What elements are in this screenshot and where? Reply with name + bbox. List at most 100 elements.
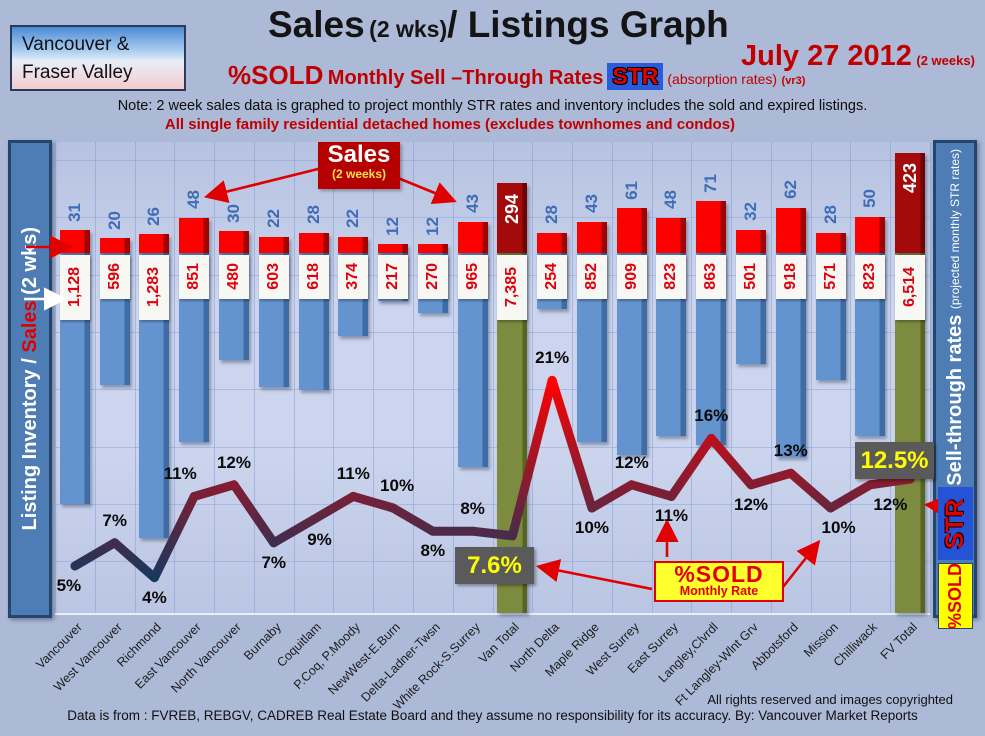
- str-badge-vertical: STR: [938, 487, 973, 560]
- vertical-gridline: [412, 142, 414, 613]
- sales-bar-fv-total: [895, 152, 926, 253]
- vertical-gridline: [55, 142, 56, 613]
- inventory-value-label-maple-ridge: 852: [576, 255, 607, 299]
- sales-bar-north-vancouver: [218, 231, 249, 253]
- pct-label-delta-ladner-twsn: 8%: [420, 541, 446, 561]
- left-axis-label: Listing Inventory / Sales (2 wks): [8, 140, 52, 618]
- sales-value-label-chilliwack: 50: [860, 189, 880, 208]
- sales-bar-white-rock-s-surrey: [457, 221, 488, 253]
- sales-value-label-richmond: 26: [144, 206, 164, 226]
- sales-bar-north-delta: [537, 232, 568, 253]
- inventory-value-label-north-delta: 254: [537, 255, 568, 299]
- sales-bar-ft-langley-wlnt-grv: [736, 229, 767, 253]
- inventory-value-label-west-surrey: 909: [616, 255, 647, 299]
- inventory-value-label-north-vancouver: 480: [218, 255, 249, 299]
- sales-value-label-delta-ladner-twsn: 12: [422, 216, 442, 236]
- subtitle-version: (vr3): [781, 75, 806, 87]
- vertical-gridline: [174, 142, 176, 613]
- inventory-value-label-abbotsford: 918: [775, 255, 806, 299]
- sales-bar-p-coq-p-moody: [338, 236, 369, 253]
- chart-plot-area: 31 1,128 5% 20 596 7% 26 1,283 4% 48 851 11% 30 480 12…: [55, 142, 931, 615]
- vertical-gridline: [94, 142, 96, 613]
- sales-value-label-maple-ridge: 43: [581, 194, 601, 214]
- vertical-gridline: [770, 142, 772, 613]
- vertical-gridline: [890, 142, 892, 613]
- vertical-gridline: [333, 142, 335, 613]
- vertical-gridline: [691, 142, 693, 613]
- vertical-gridline: [572, 142, 574, 613]
- pct-label-west-vancouver: 7%: [102, 510, 127, 530]
- inventory-value-label-ft-langley-wlnt-grv: 501: [736, 255, 767, 299]
- vertical-gridline: [134, 142, 136, 613]
- sales-bar-richmond: [139, 234, 170, 253]
- inventory-value-label-east-surrey: 823: [656, 255, 687, 299]
- title-wks: (2 wks): [369, 16, 448, 42]
- vertical-gridline: [452, 142, 454, 613]
- pct-label-mission: 10%: [821, 518, 856, 537]
- left-axis-part3: (2 wks): [18, 227, 41, 296]
- sales-bar-maple-ridge: [576, 221, 607, 253]
- inventory-value-label-richmond: 1,283: [139, 255, 170, 320]
- date-sub: (2 weeks): [916, 53, 975, 68]
- sales-value-label-east-surrey: 48: [661, 190, 681, 210]
- right-axis-part2: (projected monthly STR rates): [947, 148, 962, 309]
- sales-bar-mission: [815, 232, 846, 253]
- sold-badge-vertical-text: %SOLD: [945, 563, 965, 630]
- pct-label-newwest-e-burn: 10%: [380, 476, 415, 495]
- footer-rights: All rights reserved and images copyright…: [707, 692, 953, 707]
- page-title: Sales (2 wks)/ Listings Graph: [268, 4, 729, 46]
- right-axis-part1: Sell-through rates: [943, 314, 966, 486]
- report-date: July 27 2012 (2 weeks): [741, 40, 975, 73]
- sales-value-label-white-rock-s-surrey: 43: [462, 194, 482, 214]
- pct-sold-callout-sub: Monthly Rate: [679, 584, 759, 598]
- sales-callout: Sales (2 weeks): [318, 142, 400, 189]
- pct-label-abbotsford: 13%: [773, 441, 808, 461]
- sales-bar-west-vancouver: [99, 238, 130, 253]
- date-main: July 27 2012: [741, 40, 912, 72]
- sales-value-label-ft-langley-wlnt-grv: 32: [741, 202, 761, 222]
- horizontal-gridline: [55, 160, 930, 161]
- sales-value-label-west-vancouver: 20: [104, 210, 124, 230]
- inventory-value-label-van-total: 7,385: [497, 255, 528, 320]
- inventory-value-label-fv-total: 6,514: [895, 255, 926, 320]
- left-axis-part1: Listing Inventory /: [18, 358, 41, 531]
- sales-bar-burnaby: [258, 236, 289, 253]
- sales-value-label-van-total: 294: [501, 193, 522, 224]
- vertical-gridline: [930, 142, 931, 613]
- inventory-value-label-newwest-e-burn: 217: [378, 255, 409, 299]
- sales-bar-east-vancouver: [179, 217, 210, 253]
- sales-bar-newwest-e-burn: [378, 244, 409, 253]
- region-line1: Vancouver &: [22, 34, 130, 55]
- subtitle-absorption: (absorption rates): [667, 71, 778, 87]
- sales-bar-delta-ladner-twsn: [417, 244, 448, 253]
- footer-source: Data is from : FVREB, REBGV, CADREB Real…: [67, 708, 918, 723]
- chart-scope: All single family residential detached h…: [164, 116, 736, 133]
- horizontal-gridline: [55, 217, 930, 219]
- pct-label-ft-langley-wlnt-grv: 12%: [734, 494, 769, 514]
- subtitle-sold: %SOLD: [228, 60, 324, 90]
- pct-label-langley-clvrdl: 16%: [694, 406, 729, 426]
- pct-label-chilliwack: 12%: [873, 494, 908, 514]
- vertical-gridline: [532, 142, 534, 613]
- pct-label-burnaby: 7%: [261, 552, 287, 572]
- pct-label-north-vancouver: 12%: [216, 452, 251, 472]
- region-line2: Fraser Valley: [22, 61, 133, 83]
- sales-value-label-east-vancouver: 48: [184, 190, 204, 210]
- vertical-gridline: [253, 142, 255, 613]
- pct-label-richmond: 4%: [142, 587, 167, 607]
- inventory-value-label-white-rock-s-surrey: 965: [457, 255, 488, 299]
- pct-label-coquitlam: 9%: [307, 529, 332, 549]
- horizontal-gridline: [55, 274, 930, 276]
- sales-bar-coquitlam: [298, 232, 329, 253]
- sales-value-label-fv-total: 423: [899, 163, 920, 194]
- str-badge: STR: [607, 63, 664, 90]
- pct-label-vancouver: 5%: [56, 576, 82, 595]
- inventory-value-label-coquitlam: 618: [298, 255, 329, 299]
- sales-bar-chilliwack: [855, 216, 886, 253]
- horizontal-gridline: [55, 331, 930, 333]
- sales-value-label-newwest-e-burn: 12: [383, 216, 403, 236]
- inventory-value-label-east-vancouver: 851: [179, 255, 210, 299]
- subtitle-rates: Monthly Sell –Through Rates: [327, 67, 604, 89]
- sales-bar-langley-clvrdl: [696, 201, 727, 253]
